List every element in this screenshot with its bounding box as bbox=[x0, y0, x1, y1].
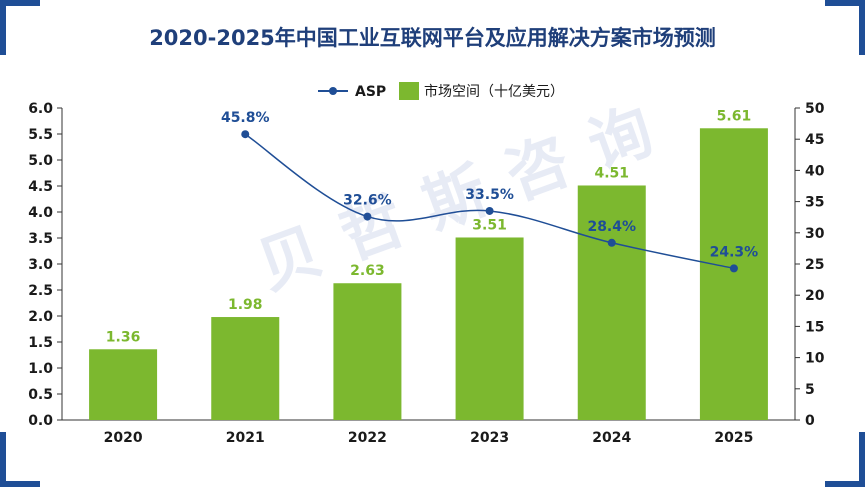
chart-title: 2020-2025年中国工业互联网平台及应用解决方案市场预测 bbox=[149, 26, 716, 50]
y-left-tick-label: 4.5 bbox=[28, 179, 53, 195]
asp-value-label: 33.5% bbox=[465, 187, 514, 203]
y-left-tick-label: 1.5 bbox=[28, 335, 53, 351]
y-right-tick-label: 40 bbox=[805, 163, 825, 179]
bar-2024 bbox=[577, 185, 646, 420]
y-right-tick-label: 35 bbox=[805, 195, 824, 211]
corner-decoration-bottom-left-h bbox=[0, 481, 40, 487]
asp-value-label: 28.4% bbox=[587, 219, 636, 235]
chart-asp-line bbox=[241, 130, 738, 273]
y-left-tick-label: 5.5 bbox=[28, 127, 53, 143]
y-left-tick-label: 6.0 bbox=[28, 101, 53, 117]
corner-decoration-bottom-right bbox=[859, 432, 865, 487]
x-tick-label: 2021 bbox=[226, 430, 265, 446]
asp-value-label: 32.6% bbox=[343, 193, 392, 209]
chart-data-labels: 1.36 1.98 2.63 3.51 4.51 5.61 45.8% 32.6% 33.5% 2… bbox=[106, 108, 758, 345]
asp-point-2024 bbox=[607, 238, 616, 247]
x-tick-label: 2024 bbox=[592, 430, 631, 446]
y-right-tick-label: 5 bbox=[805, 382, 815, 398]
corner-decoration-top-right-h bbox=[825, 0, 865, 6]
asp-value-label: 45.8% bbox=[221, 110, 270, 126]
bar-value-label: 3.51 bbox=[472, 217, 507, 233]
corner-decoration-bottom-right-h bbox=[825, 481, 865, 487]
bar-value-label: 2.63 bbox=[350, 263, 385, 279]
corner-decoration-top-left-h bbox=[0, 0, 40, 6]
x-tick-label: 2020 bbox=[104, 430, 143, 446]
bar-value-label: 5.61 bbox=[717, 108, 752, 124]
chart-legend: ASP 市场空间（十亿美元） bbox=[318, 82, 564, 100]
y-right-tick-label: 25 bbox=[805, 257, 824, 273]
chart-axes: 0.0 0.5 1.0 1.5 2.0 2.5 3.0 3.5 4.0 4.5 5.0 5.5 6.0 0… bbox=[28, 101, 825, 446]
chart-bars bbox=[89, 128, 768, 420]
bar-2025 bbox=[699, 128, 768, 420]
y-left-tick-label: 0.5 bbox=[28, 387, 53, 403]
y-right-tick-label: 45 bbox=[805, 132, 824, 148]
corner-decoration-top-right bbox=[859, 0, 865, 55]
asp-point-2021 bbox=[241, 130, 250, 139]
asp-point-2025 bbox=[729, 264, 738, 273]
asp-point-2022 bbox=[363, 212, 372, 221]
bar-value-label: 4.51 bbox=[594, 165, 629, 181]
y-left-tick-label: 0.0 bbox=[28, 413, 53, 429]
x-tick-label: 2022 bbox=[348, 430, 387, 446]
x-tick-label: 2025 bbox=[714, 430, 753, 446]
y-left-tick-label: 1.0 bbox=[28, 361, 53, 377]
bar-value-label: 1.98 bbox=[228, 297, 263, 313]
corner-decoration-top-left bbox=[0, 0, 6, 55]
legend-market-swatch bbox=[399, 82, 419, 100]
bar-2021 bbox=[211, 317, 280, 420]
bar-2020 bbox=[89, 349, 158, 420]
legend-asp-label: ASP bbox=[355, 84, 386, 100]
y-right-tick-label: 0 bbox=[805, 413, 815, 429]
legend-asp-marker bbox=[329, 87, 337, 95]
bar-2022 bbox=[333, 283, 402, 420]
x-tick-label: 2023 bbox=[470, 430, 509, 446]
corner-decoration-bottom-left bbox=[0, 432, 6, 487]
y-right-tick-label: 30 bbox=[805, 226, 825, 242]
y-right-tick-label: 20 bbox=[805, 288, 825, 304]
y-left-tick-label: 4.0 bbox=[28, 205, 53, 221]
y-right-tick-label: 15 bbox=[805, 319, 824, 335]
bar-value-label: 1.36 bbox=[106, 329, 141, 345]
y-right-tick-label: 10 bbox=[805, 351, 825, 367]
y-left-tick-label: 2.0 bbox=[28, 309, 53, 325]
y-left-tick-label: 5.0 bbox=[28, 153, 53, 169]
asp-value-label: 24.3% bbox=[710, 244, 759, 260]
bar-2023 bbox=[455, 237, 524, 420]
y-left-tick-label: 3.0 bbox=[28, 257, 53, 273]
legend-market-label: 市场空间（十亿美元） bbox=[424, 83, 564, 100]
y-left-tick-label: 3.5 bbox=[28, 231, 53, 247]
y-left-tick-label: 2.5 bbox=[28, 283, 53, 299]
asp-point-2023 bbox=[485, 206, 494, 215]
y-right-tick-label: 50 bbox=[805, 101, 825, 117]
